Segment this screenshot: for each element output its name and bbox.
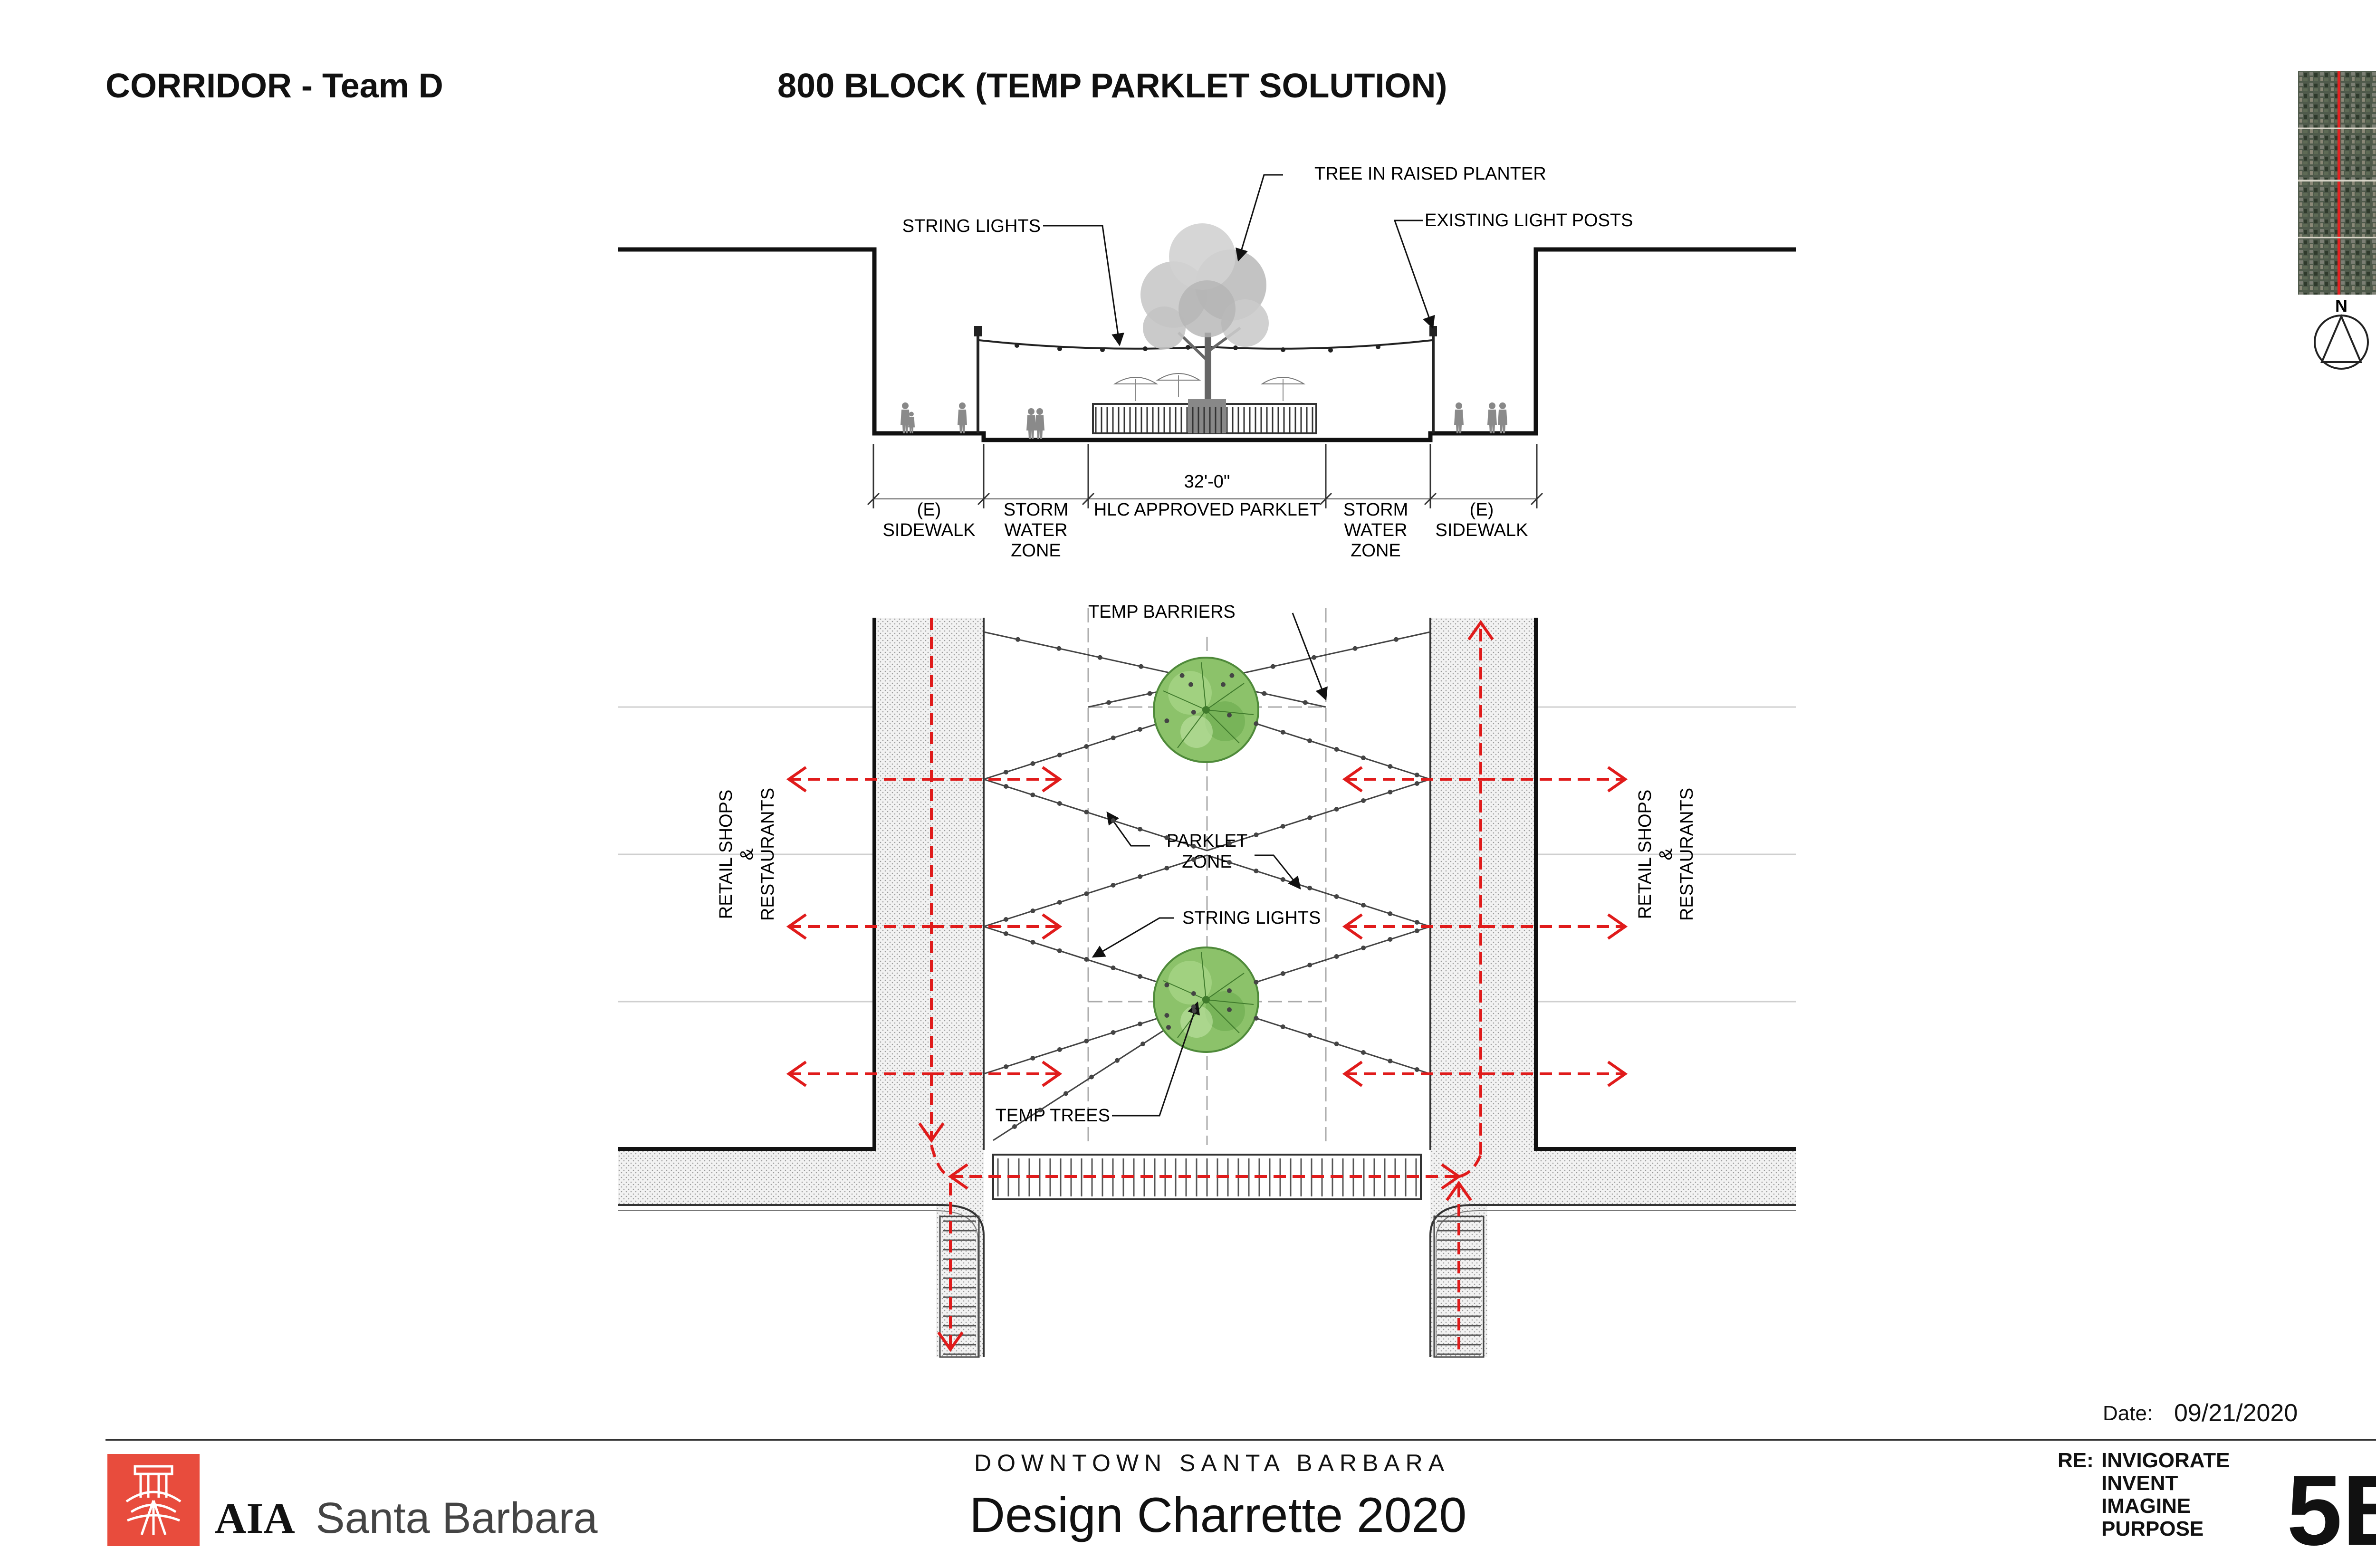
key-map-image bbox=[2298, 71, 2376, 295]
team-title: CORRIDOR - Team D bbox=[105, 67, 443, 105]
street-plan: TEMP BARRIERS PARKLET ZONE STRING LIGHTS… bbox=[618, 602, 1796, 1358]
aia-wordmark: AIA Santa Barbara bbox=[215, 1493, 598, 1543]
dimension-32ft: 32'-0" bbox=[1184, 472, 1230, 492]
zone-2-line2: WATER bbox=[1005, 520, 1068, 540]
re-prefix: RE: bbox=[2058, 1449, 2094, 1472]
aia-wordmark-bold: AIA bbox=[215, 1494, 295, 1542]
north-label: N bbox=[2335, 296, 2347, 316]
label-string-lights-plan: STRING LIGHTS bbox=[1182, 908, 1321, 928]
re-item: PURPOSE bbox=[2101, 1517, 2204, 1540]
zone-5-line2: SIDEWALK bbox=[1436, 520, 1528, 540]
label-temp-trees: TEMP TREES bbox=[996, 1106, 1110, 1126]
retail-right-line2: & bbox=[1656, 848, 1676, 860]
label-string-lights-section: STRING LIGHTS bbox=[902, 216, 1041, 236]
label-parklet-zone-2: ZONE bbox=[1182, 852, 1232, 872]
zone-4-line3: ZONE bbox=[1351, 541, 1401, 561]
parklet-fence bbox=[1092, 399, 1317, 434]
zone-2-line3: ZONE bbox=[1011, 541, 1061, 561]
re-item: IMAGINE bbox=[2101, 1494, 2191, 1518]
zone-1-line1: (E) bbox=[917, 500, 941, 520]
retail-left-line1: RETAIL SHOPS bbox=[716, 790, 736, 919]
label-parklet-zone-1: PARKLET bbox=[1167, 831, 1247, 851]
retail-right-line3: RESTAURANTS bbox=[1677, 788, 1697, 921]
footer-subtitle: DOWNTOWN SANTA BARBARA bbox=[974, 1450, 1450, 1476]
retail-left-line2: & bbox=[737, 848, 757, 860]
temp-tree-1-icon bbox=[1153, 657, 1259, 763]
label-existing-light-posts: EXISTING LIGHT POSTS bbox=[1425, 210, 1633, 230]
street-section: TREE IN RAISED PLANTER STRING LIGHTS EXI… bbox=[618, 164, 1796, 561]
label-tree-raised-planter: TREE IN RAISED PLANTER bbox=[1314, 164, 1546, 184]
date-value: 09/21/2020 bbox=[2174, 1399, 2298, 1427]
zone-4-line2: WATER bbox=[1344, 520, 1408, 540]
re-item: INVENT bbox=[2101, 1472, 2178, 1495]
re-item: INVIGORATE bbox=[2101, 1449, 2230, 1472]
aia-wordmark-rest: Santa Barbara bbox=[316, 1494, 598, 1542]
retail-left-line3: RESTAURANTS bbox=[758, 788, 778, 921]
zone-4-line1: STORM bbox=[1343, 500, 1408, 520]
pedestrian-flow-arrows bbox=[786, 618, 1628, 1352]
sheet-number: 5B bbox=[2287, 1454, 2376, 1566]
re-list: INVIGORATE INVENT IMAGINE PURPOSE bbox=[2101, 1449, 2230, 1540]
retail-right-line1: RETAIL SHOPS bbox=[1635, 790, 1655, 919]
tree-section-icon bbox=[1140, 223, 1269, 403]
aia-logo-icon bbox=[107, 1454, 200, 1546]
sheet-title: 800 BLOCK (TEMP PARKLET SOLUTION) bbox=[777, 67, 1447, 105]
footer-title: Design Charrette 2020 bbox=[969, 1488, 1467, 1543]
temp-tree-2-icon bbox=[1153, 947, 1259, 1053]
north-arrow-icon: N bbox=[2310, 296, 2372, 372]
date-label: Date: bbox=[2103, 1402, 2153, 1425]
zone-2-line1: STORM bbox=[1004, 500, 1069, 520]
zone-3-line1: HLC APPROVED PARKLET bbox=[1094, 500, 1321, 520]
label-temp-barriers: TEMP BARRIERS bbox=[1088, 602, 1236, 622]
zone-5-line1: (E) bbox=[1470, 500, 1494, 520]
zone-1-line2: SIDEWALK bbox=[883, 520, 976, 540]
